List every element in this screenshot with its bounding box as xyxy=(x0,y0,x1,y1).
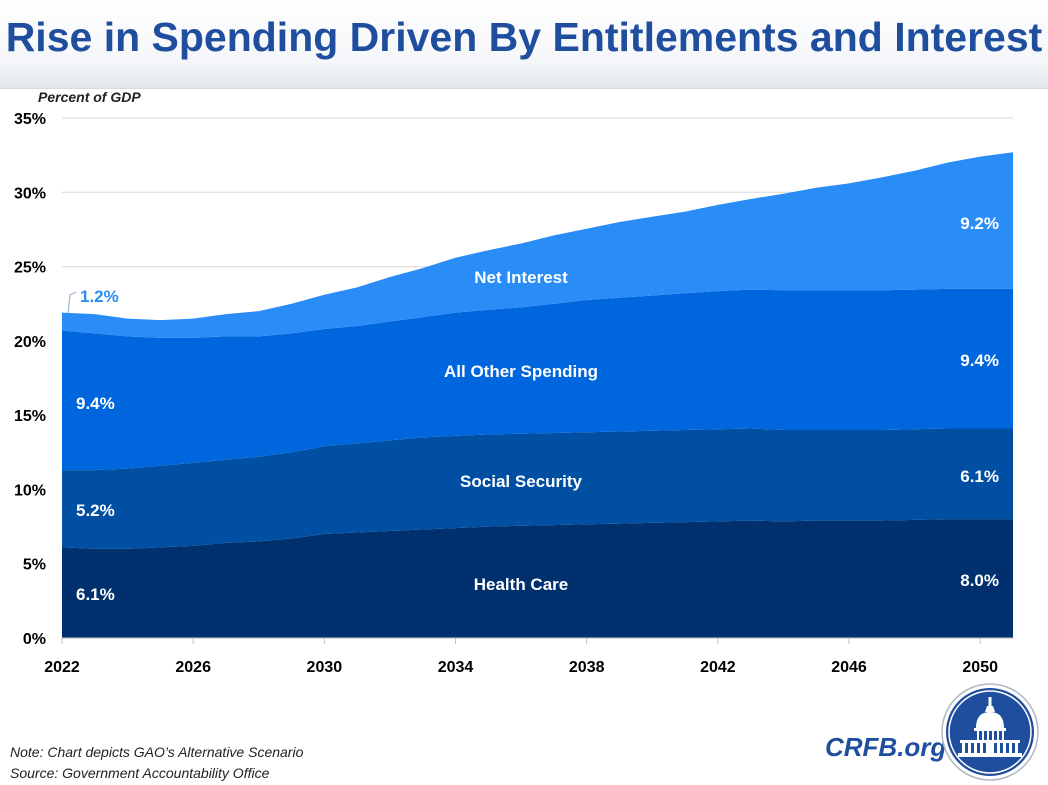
x-tick-label: 2050 xyxy=(962,659,998,676)
chart-note: Note: Chart depicts GAO’s Alternative Sc… xyxy=(10,744,304,760)
crfb-link[interactable]: CRFB.org xyxy=(825,732,947,762)
x-tick-label: 2034 xyxy=(438,659,474,676)
y-tick-label: 35% xyxy=(14,111,46,128)
area-net-interest xyxy=(62,152,1013,338)
end-value-all-other: 9.4% xyxy=(960,351,999,370)
y-tick-label: 20% xyxy=(14,334,46,351)
y-tick-label: 25% xyxy=(14,260,46,277)
page-title: Rise in Spending Driven By Entitlements … xyxy=(5,14,1043,60)
y-tick-label: 10% xyxy=(14,482,46,499)
x-tick-label: 2030 xyxy=(307,659,343,676)
title-bar: Rise in Spending Driven By Entitlements … xyxy=(0,0,1048,89)
start-value-health-care: 6.1% xyxy=(76,585,115,604)
chart-source: Source: Government Accountability Office xyxy=(10,765,270,781)
x-tick-label: 2038 xyxy=(569,659,605,676)
start-value-net-interest: 1.2% xyxy=(80,287,119,306)
y-tick-label: 15% xyxy=(14,408,46,425)
area-all-other-spending xyxy=(62,288,1013,471)
axes xyxy=(61,637,1013,644)
start-value-social-security: 5.2% xyxy=(76,501,115,520)
x-tick-label: 2026 xyxy=(175,659,211,676)
area-series xyxy=(62,152,1013,638)
area-health-care xyxy=(62,519,1013,638)
y-tick-label: 0% xyxy=(23,631,46,648)
capitol-logo-icon xyxy=(941,683,1039,781)
y-axis-label: Percent of GDP xyxy=(38,89,141,105)
area-label-health-care: Health Care xyxy=(474,575,568,594)
x-tick-label: 2022 xyxy=(44,659,80,676)
x-tick-label: 2042 xyxy=(700,659,736,676)
end-value-social-security: 6.1% xyxy=(960,467,999,486)
end-value-net-interest: 9.2% xyxy=(960,214,999,233)
net-interest-callout-line xyxy=(67,291,77,314)
x-tick-label: 2046 xyxy=(831,659,867,676)
end-value-health-care: 8.0% xyxy=(960,571,999,590)
y-tick-label: 30% xyxy=(14,185,46,202)
area-social-security xyxy=(62,428,1013,549)
start-value-all-other: 9.4% xyxy=(76,394,115,413)
tick-labels: 0% 5% 10% 15% 20% 25% 30% 35% 2022 2026 2030 2034 20… xyxy=(14,111,998,676)
area-label-social-security: Social Security xyxy=(460,472,582,491)
area-label-all-other: All Other Spending xyxy=(444,362,598,381)
y-tick-label: 5% xyxy=(23,557,46,574)
area-label-net-interest: Net Interest xyxy=(474,268,568,287)
